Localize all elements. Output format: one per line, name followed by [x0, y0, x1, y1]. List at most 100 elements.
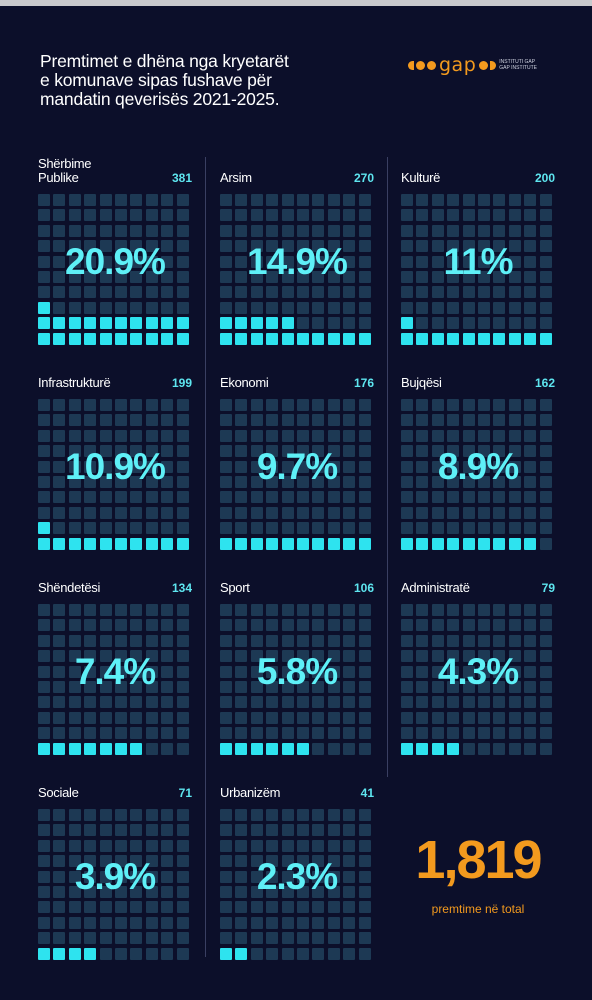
waffle-cell	[161, 696, 174, 709]
waffle-cell	[220, 681, 232, 693]
waffle-cell-filled	[161, 317, 174, 330]
waffle-cell-filled	[115, 332, 127, 345]
waffle-cell	[493, 255, 506, 268]
waffle-cell	[176, 901, 189, 914]
waffle-cell	[115, 399, 127, 411]
waffle-cell	[358, 696, 371, 709]
waffle-cell	[508, 240, 521, 253]
waffle-cell	[312, 460, 325, 473]
waffle-cell	[312, 286, 325, 299]
waffle-cell	[539, 301, 552, 314]
category-percent: 10.9%	[65, 446, 166, 487]
waffle-cell	[478, 194, 490, 206]
waffle-cell	[115, 255, 127, 268]
waffle-cell	[524, 696, 537, 709]
waffle-cell	[115, 932, 127, 945]
waffle-cell	[358, 711, 371, 724]
waffle-cell	[281, 650, 294, 663]
waffle-cell	[493, 476, 506, 488]
waffle-cell	[416, 650, 429, 663]
waffle-cell	[250, 711, 263, 724]
waffle-cell	[266, 399, 279, 411]
waffle-cell	[130, 209, 143, 222]
waffle-cell	[327, 522, 340, 535]
waffle-cell	[84, 414, 97, 427]
waffle-cell	[297, 916, 309, 929]
waffle-cell	[145, 414, 158, 427]
waffle-cell	[539, 711, 552, 724]
waffle-cell-filled	[68, 537, 81, 550]
waffle-cell	[130, 271, 143, 283]
waffle-cell	[145, 460, 158, 473]
waffle-cell	[297, 301, 309, 314]
waffle-cell	[161, 619, 174, 632]
waffle-cell	[539, 727, 552, 740]
waffle-cell	[401, 255, 413, 268]
waffle-cell	[145, 870, 158, 883]
waffle-cell	[524, 301, 537, 314]
waffle-cell	[462, 681, 475, 693]
waffle-cell	[161, 301, 174, 314]
waffle-cell	[161, 271, 174, 283]
waffle-cell	[220, 634, 232, 647]
waffle-cell	[358, 727, 371, 740]
waffle-cell	[493, 286, 506, 299]
waffle-cell-filled	[84, 537, 97, 550]
waffle-cell	[99, 916, 112, 929]
waffle-cell	[38, 855, 50, 868]
waffle-cell	[508, 194, 521, 206]
waffle-cell	[38, 727, 50, 740]
waffle-cell	[53, 522, 66, 535]
waffle-cell	[145, 255, 158, 268]
waffle-cell	[115, 476, 127, 488]
waffle-cell	[524, 650, 537, 663]
waffle-cell-filled	[327, 537, 340, 550]
waffle-cell	[235, 491, 248, 504]
waffle-cell	[176, 650, 189, 663]
waffle-cell	[539, 414, 552, 427]
waffle-cell	[358, 824, 371, 837]
waffle-cell	[266, 711, 279, 724]
waffle-cell	[84, 855, 97, 868]
waffle-cell	[68, 824, 81, 837]
waffle-cell-filled	[115, 537, 127, 550]
waffle-cell-filled	[220, 332, 232, 345]
waffle-cell-filled	[431, 332, 444, 345]
waffle-cell	[84, 522, 97, 535]
waffle-cell	[68, 727, 81, 740]
waffle-cell	[493, 742, 506, 755]
waffle-cell	[250, 696, 263, 709]
waffle-cell	[539, 537, 552, 550]
waffle-cell	[524, 460, 537, 473]
waffle-cell	[235, 399, 248, 411]
waffle-cell	[176, 240, 189, 253]
waffle-cell	[38, 476, 50, 488]
waffle-cell	[220, 916, 232, 929]
waffle-cell	[297, 317, 309, 330]
waffle-cell	[312, 711, 325, 724]
waffle-cell	[493, 634, 506, 647]
waffle-cell	[416, 429, 429, 442]
waffle-cell	[508, 317, 521, 330]
waffle-cell-filled	[539, 332, 552, 345]
waffle-cell-filled	[130, 537, 143, 550]
waffle-cell	[343, 947, 356, 960]
waffle-cell	[447, 604, 460, 616]
waffle-cell	[250, 870, 263, 883]
waffle-cell	[539, 681, 552, 693]
waffle-cell	[235, 681, 248, 693]
waffle-cell	[235, 809, 248, 821]
waffle-cell	[84, 727, 97, 740]
waffle-cell	[297, 476, 309, 488]
waffle-cell	[161, 727, 174, 740]
waffle-cell	[235, 522, 248, 535]
waffle-cell	[493, 665, 506, 678]
waffle-cell	[493, 445, 506, 458]
waffle-cell	[281, 240, 294, 253]
waffle-cell	[297, 809, 309, 821]
waffle-cell	[130, 604, 143, 616]
category-label: Ekonomi	[220, 375, 269, 390]
total-value: 1,819	[415, 830, 542, 890]
title-line-2: e komunave sipas fushave për	[40, 70, 272, 90]
waffle-cell	[462, 194, 475, 206]
